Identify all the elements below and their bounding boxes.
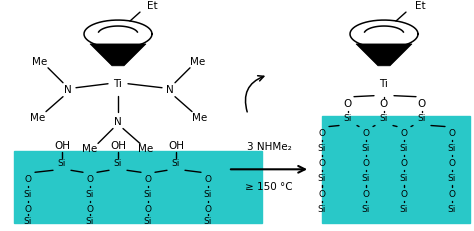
Text: Si: Si (448, 144, 456, 153)
Text: O: O (401, 129, 408, 138)
Text: Si: Si (86, 216, 94, 225)
Text: 3 NHMe₂: 3 NHMe₂ (246, 143, 292, 152)
Text: Si: Si (400, 174, 408, 183)
Text: Et: Et (415, 1, 425, 11)
Text: N: N (114, 117, 122, 127)
Text: O: O (363, 129, 370, 138)
Text: Me: Me (32, 57, 47, 67)
Text: O: O (145, 175, 152, 184)
Text: O: O (448, 159, 456, 168)
Text: Si: Si (172, 159, 180, 168)
Text: O: O (448, 129, 456, 138)
Text: Si: Si (58, 159, 66, 168)
Text: Si: Si (362, 174, 370, 183)
FancyArrowPatch shape (246, 76, 264, 112)
Text: Si: Si (318, 205, 326, 214)
Text: Me: Me (191, 57, 206, 67)
Text: Si: Si (380, 114, 388, 123)
Text: O: O (448, 190, 456, 199)
Text: Me: Me (192, 112, 208, 123)
Text: Si: Si (144, 216, 152, 225)
Text: Si: Si (448, 174, 456, 183)
Text: Me: Me (138, 144, 154, 154)
Text: ≥ 150 °C: ≥ 150 °C (245, 182, 293, 192)
Text: Si: Si (24, 190, 32, 199)
Text: O: O (401, 159, 408, 168)
Text: O: O (344, 99, 352, 109)
Text: Ti: Ti (380, 79, 388, 89)
Text: Si: Si (318, 174, 326, 183)
Text: OH: OH (110, 141, 126, 152)
Text: O: O (204, 205, 211, 214)
Text: O: O (86, 205, 93, 214)
Text: O: O (204, 175, 211, 184)
Text: Si: Si (362, 205, 370, 214)
Text: Me: Me (82, 144, 98, 154)
Text: O: O (380, 99, 388, 109)
Text: OH: OH (54, 141, 70, 152)
Bar (322, 116, 470, 223)
Text: Si: Si (448, 205, 456, 214)
Text: N: N (166, 85, 174, 95)
Text: O: O (319, 129, 326, 138)
Text: Si: Si (318, 144, 326, 153)
Text: O: O (25, 175, 31, 184)
Text: Si: Si (114, 159, 122, 168)
Text: Si: Si (86, 190, 94, 199)
Text: OH: OH (168, 141, 184, 152)
Text: Si: Si (400, 144, 408, 153)
Text: N: N (64, 85, 72, 95)
Bar (14, 151, 262, 223)
Text: Si: Si (418, 114, 426, 123)
Text: O: O (418, 99, 426, 109)
Text: Ti: Ti (114, 79, 122, 89)
Text: Et: Et (146, 1, 157, 11)
Text: O: O (86, 175, 93, 184)
Text: Si: Si (362, 144, 370, 153)
Polygon shape (356, 44, 412, 66)
Text: Si: Si (204, 190, 212, 199)
Polygon shape (90, 44, 146, 66)
Text: O: O (363, 159, 370, 168)
Text: Si: Si (344, 114, 352, 123)
Text: Si: Si (204, 216, 212, 225)
Text: O: O (401, 190, 408, 199)
Text: O: O (319, 159, 326, 168)
Text: Si: Si (144, 190, 152, 199)
Text: O: O (319, 190, 326, 199)
Text: O: O (363, 190, 370, 199)
Text: O: O (25, 205, 31, 214)
Text: Si: Si (400, 205, 408, 214)
Text: Me: Me (30, 112, 46, 123)
Text: Si: Si (24, 216, 32, 225)
Text: O: O (145, 205, 152, 214)
